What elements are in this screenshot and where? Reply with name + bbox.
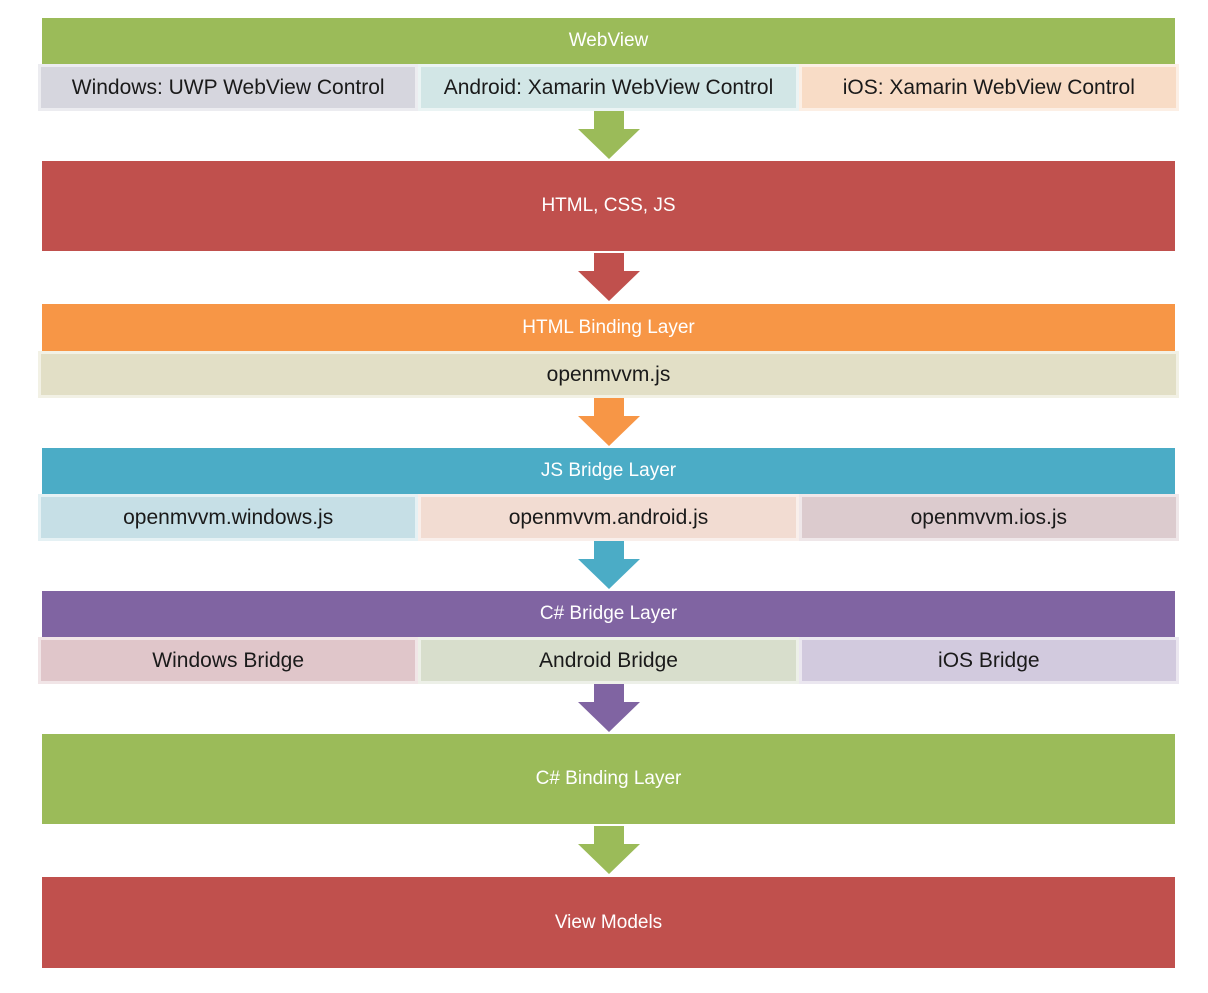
cs-bridge-title: C# Bridge Layer [539,603,678,624]
cs-binding-block: C# Binding Layer [42,734,1175,824]
arrow-down-icon [578,111,640,159]
html-css-js-block: HTML, CSS, JS [42,161,1175,251]
arrow-down-icon [578,826,640,874]
webview-header: WebView [42,18,1175,64]
html-binding-header: HTML Binding Layer [42,304,1175,351]
ios-bridge-cell: iOS Bridge [798,637,1179,684]
html-binding-title: HTML Binding Layer [522,316,695,338]
view-models-title: View Models [554,911,663,933]
cs-bridge-header: C# Bridge Layer [42,591,1175,637]
arrow-down-icon [578,684,640,732]
webview-title: WebView [568,30,649,51]
webview-ios-cell: iOS: Xamarin WebView Control [798,64,1179,111]
windows-bridge-cell: Windows Bridge [38,637,419,684]
cs-bridge-row: Windows Bridge Android Bridge iOS Bridge [38,637,1179,684]
openmvvm-windows-js-cell: openmvvm.windows.js [38,494,419,541]
arrow-down-icon [578,253,640,301]
view-models-block: View Models [42,877,1175,968]
js-bridge-header: JS Bridge Layer [42,448,1175,494]
openmvvm-android-js-cell: openmvvm.android.js [418,494,799,541]
arrow-down-icon [578,398,640,446]
html-binding-row: openmvvm.js [38,351,1179,398]
cs-binding-title: C# Binding Layer [535,768,682,789]
js-bridge-row: openmvvm.windows.js openmvvm.android.js … [38,494,1179,541]
js-bridge-title: JS Bridge Layer [540,460,677,481]
openmvvm-ios-js-cell: openmvvm.ios.js [798,494,1179,541]
webview-windows-cell: Windows: UWP WebView Control [38,64,419,111]
webview-platforms: Windows: UWP WebView Control Android: Xa… [38,64,1179,111]
webview-android-cell: Android: Xamarin WebView Control [418,64,799,111]
html-css-js-title: HTML, CSS, JS [541,195,676,216]
android-bridge-cell: Android Bridge [418,637,799,684]
arrow-down-icon [578,541,640,589]
openmvvm-js-cell: openmvvm.js [38,351,1179,398]
